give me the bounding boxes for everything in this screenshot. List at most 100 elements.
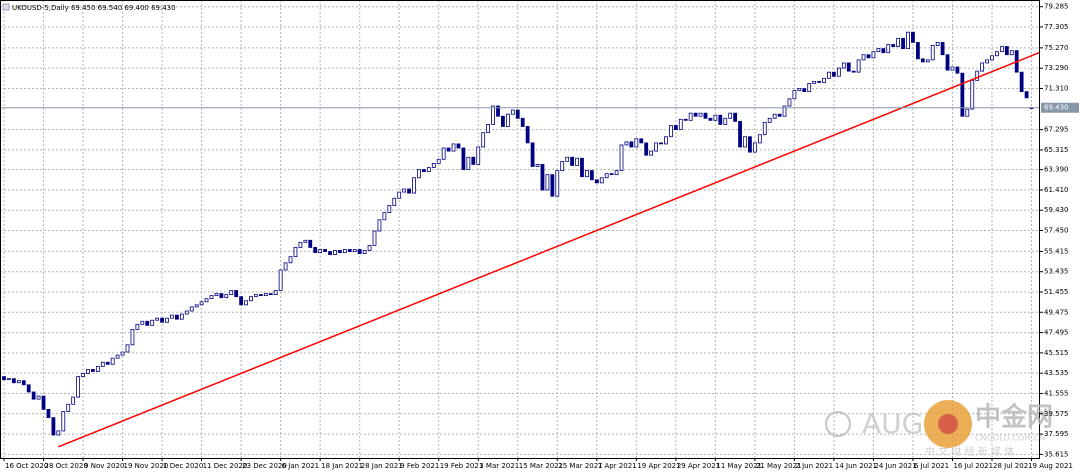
candle [723,117,728,125]
y-tick-label: 77.305 [1044,23,1069,31]
x-tick-label: 1 Dec 2020 [163,462,203,470]
candle [31,391,36,400]
watermark-brand: AUG [862,407,923,440]
candle [644,142,649,156]
candle [560,160,565,171]
x-tick-label: 25 Mar 2021 [558,462,602,470]
candle [298,241,303,248]
candle [367,245,372,251]
candle [995,51,999,57]
bid-label: 69.430 [1044,104,1069,112]
candle [846,62,851,72]
candle [851,70,856,73]
candle [555,170,560,197]
candle [481,132,486,148]
candle [525,126,530,144]
candle [308,239,313,248]
candle [634,138,639,148]
candle [21,380,26,386]
candle [604,173,609,179]
candle [678,118,683,130]
candle [772,113,777,119]
candle [639,138,644,144]
candle [209,295,214,300]
candle [545,174,550,191]
y-tick-label: 53.435 [1044,268,1069,276]
candle [36,395,41,400]
y-tick-label: 71.310 [1044,84,1069,92]
candle [461,147,466,170]
candle [26,384,31,393]
candle [881,48,886,54]
candle [975,70,980,81]
y-tick-label: 49.475 [1044,308,1069,316]
candle [417,169,421,179]
candle [244,300,248,306]
candle [589,170,594,181]
candle [328,251,332,256]
y-tick-label: 51.455 [1044,288,1069,296]
candle [535,164,540,167]
candle [95,365,100,372]
candle [1009,50,1014,56]
candle [807,83,812,93]
candle [673,125,678,130]
candle [970,79,975,110]
candle [669,125,673,138]
candle [61,411,66,432]
candle [990,55,994,61]
candle [387,205,392,213]
candle [594,179,599,184]
candle [733,112,738,122]
x-tick-label: 7 Apr 2021 [598,462,637,470]
candle [91,369,95,372]
y-tick-label: 73.290 [1044,64,1069,72]
x-tick-label: 19 Feb 2021 [440,462,484,470]
y-tick-label: 35.615 [1044,450,1069,458]
candle [886,44,891,54]
candle [412,177,416,194]
candle [629,141,634,148]
candle [609,173,614,176]
candle [174,314,179,320]
candle [254,294,258,298]
watermark-site: CNGOLD.COM.CN [975,434,1045,443]
candle [46,409,51,419]
candle [214,293,219,297]
candle [841,62,846,69]
x-tick-label: 14 Jun 2021 [835,462,877,470]
candle [155,317,160,321]
candle [1019,71,1024,93]
candle [575,157,579,166]
candle [797,88,802,92]
x-tick-label: 6 Jan 2021 [282,462,320,470]
candle [135,323,140,330]
candle [303,239,308,243]
candle [782,105,787,117]
candle [748,136,752,153]
candle [110,357,115,365]
x-tick-label: 23 Dec 2020 [242,462,287,470]
candle [397,191,402,199]
candle [802,88,807,93]
candle [792,90,797,100]
candle [762,121,767,136]
candle [313,247,318,253]
y-tick-label: 79.285 [1044,3,1069,11]
candle [836,67,841,77]
candle [288,256,293,264]
y-tick-label: 75.270 [1044,44,1069,52]
candle [861,54,866,61]
candle [283,262,288,271]
y-tick-label: 37.595 [1044,430,1069,438]
candle [743,136,747,148]
watermark: AUG 中金网 CNGOLD.COM.CN 中 文 财 经 新 媒 体 [825,400,1053,458]
candle [812,80,817,84]
candle [407,188,411,194]
candle [421,169,426,172]
candle [249,296,253,302]
candle [342,249,347,253]
candle [239,296,244,306]
candle [76,376,80,398]
candle [817,80,821,83]
